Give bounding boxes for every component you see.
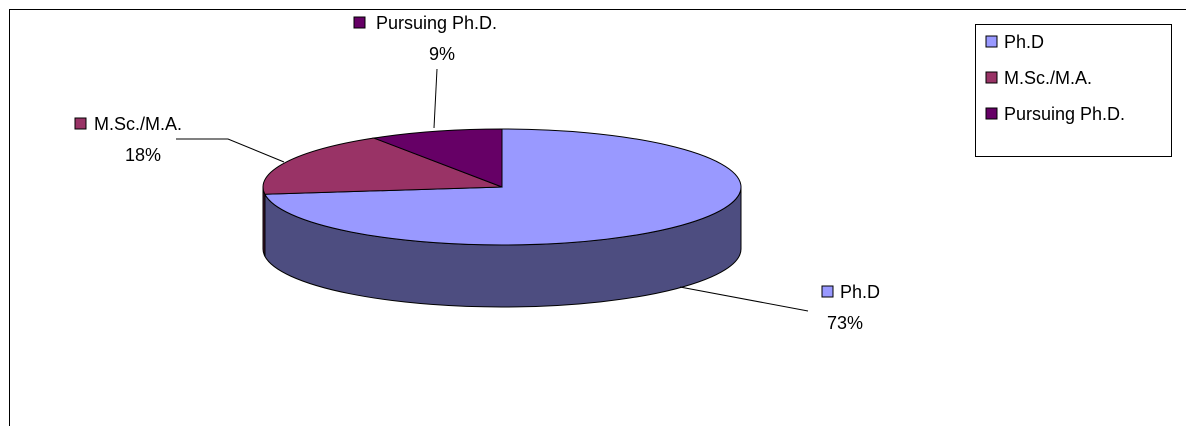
- data-label-pursuing: Pursuing Ph.D. 9%: [353, 13, 497, 64]
- data-label-swatch: [353, 16, 366, 29]
- legend-swatch: [985, 107, 998, 120]
- legend-item-msc: M.Sc./M.A.: [985, 68, 1092, 88]
- data-label-category: Pursuing Ph.D.: [376, 13, 497, 33]
- data-label-value: 18%: [125, 145, 161, 165]
- legend: Ph.D M.Sc./M.A. Pursuing Ph.D.: [975, 24, 1172, 157]
- pie-side-msc: [262, 186, 266, 257]
- legend-item-phd: Ph.D: [985, 32, 1044, 52]
- data-label-msc: M.Sc./M.A. 18%: [74, 114, 182, 165]
- legend-item-pursuing: Pursuing Ph.D.: [985, 104, 1125, 124]
- data-label-value: 73%: [827, 313, 863, 333]
- legend-label: Ph.D: [1004, 32, 1044, 52]
- data-label-phd: Ph.D 73%: [821, 282, 880, 333]
- legend-swatch: [985, 35, 998, 48]
- data-label-value: 9%: [429, 44, 455, 64]
- pie-slice-pursuing: [371, 128, 503, 188]
- data-label-swatch: [821, 285, 834, 298]
- leader-line-phd: [679, 286, 809, 312]
- legend-swatch: [985, 71, 998, 84]
- data-label-category: M.Sc./M.A.: [94, 114, 182, 134]
- legend-box: [975, 24, 1172, 157]
- legend-label: Pursuing Ph.D.: [1004, 104, 1125, 124]
- pie-tops: [262, 128, 742, 246]
- legend-label: M.Sc./M.A.: [1004, 68, 1092, 88]
- leader-line-msc: [176, 138, 285, 163]
- leader-lines: [176, 68, 809, 312]
- leader-line-pursuing: [433, 68, 438, 129]
- pie-slice-phd: [264, 128, 742, 246]
- data-label-category: Ph.D: [840, 282, 880, 302]
- pie-slice-msc: [262, 137, 503, 195]
- data-label-swatch: [74, 117, 87, 130]
